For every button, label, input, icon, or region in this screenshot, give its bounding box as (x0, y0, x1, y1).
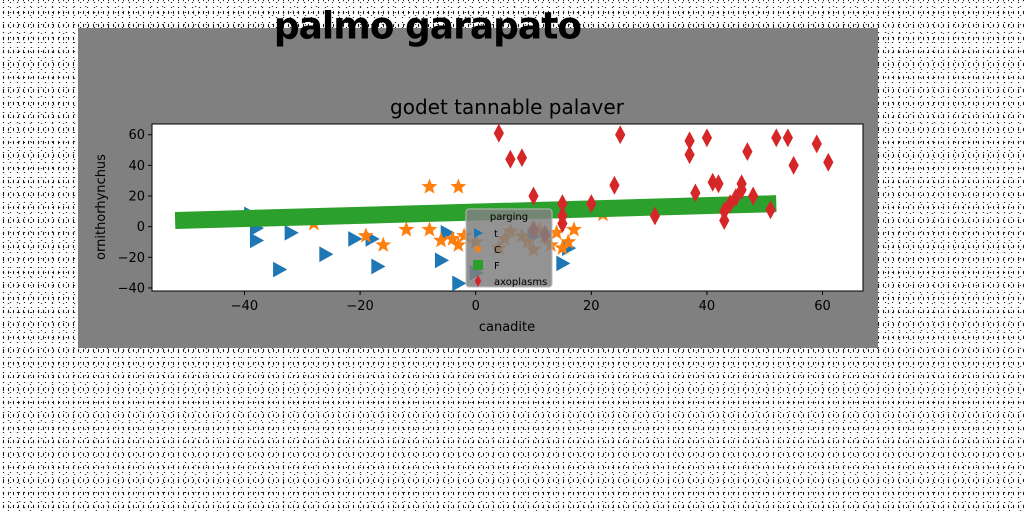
data-point-C-0 (421, 178, 438, 194)
data-point-C-22 (560, 233, 577, 249)
legend-label-t: t (494, 229, 498, 240)
y-tick-label: 0 (137, 220, 145, 235)
y-tick-label: −20 (118, 251, 145, 266)
y-tick-label: 20 (128, 190, 145, 205)
data-point-t-12 (556, 255, 571, 272)
data-point-axoplasms-2 (516, 148, 528, 168)
data-point-axoplasms-14 (701, 128, 713, 148)
data-point-C-8 (450, 236, 467, 252)
data-point-t-6 (348, 231, 363, 247)
data-layer (174, 123, 834, 292)
data-point-axoplasms-3 (528, 186, 539, 206)
data-point-t-8 (371, 258, 386, 275)
data-point-axoplasms-6 (557, 214, 568, 234)
x-tick-label: 60 (814, 299, 831, 314)
data-point-axoplasms-29 (811, 134, 822, 154)
figure-suptitle: palmo garapato (273, 4, 582, 49)
legend-marker-C (473, 244, 483, 253)
data-point-C-2 (357, 227, 374, 243)
y-tick-label: −40 (118, 281, 145, 296)
data-point-C-5 (421, 221, 438, 237)
data-point-axoplasms-20 (730, 188, 741, 207)
y-axis-label: ornithorhynchus (94, 154, 109, 260)
data-point-axoplasms-18 (719, 201, 730, 221)
x-tick-label: −40 (231, 299, 258, 314)
data-point-axoplasms-26 (771, 128, 782, 148)
data-point-axoplasms-9 (615, 125, 626, 145)
data-point-t-4 (284, 224, 299, 241)
data-point-axoplasms-0 (493, 123, 504, 143)
legend-marker-t (474, 228, 483, 238)
legend-box (465, 208, 553, 288)
x-tick-label: 40 (699, 299, 716, 314)
legend-marker-F (473, 260, 483, 270)
data-point-C-4 (398, 221, 415, 237)
data-point-t-11 (452, 275, 467, 292)
x-tick-label: 20 (583, 299, 600, 314)
data-point-axoplasms-30 (823, 152, 834, 172)
data-point-C-1 (450, 178, 467, 194)
data-point-axoplasms-16 (713, 174, 724, 194)
data-point-C-3 (375, 236, 392, 252)
legend-label-axoplasms: axoplasms (494, 277, 547, 288)
data-point-axoplasms-1 (505, 149, 516, 169)
data-point-axoplasms-13 (690, 183, 701, 203)
legend-label-F: F (494, 261, 500, 272)
data-point-t-3 (273, 261, 288, 278)
data-point-axoplasms-27 (782, 128, 793, 148)
legend-marker-axoplasms (474, 275, 482, 287)
y-tick-label: 60 (128, 128, 145, 143)
data-point-axoplasms-24 (748, 186, 759, 206)
data-point-axoplasms-8 (609, 175, 620, 195)
y-tick-label: 40 (128, 159, 145, 174)
x-tick-label: 0 (472, 299, 480, 314)
data-point-C-7 (444, 230, 461, 246)
data-point-axoplasms-28 (788, 155, 799, 175)
data-point-C-23 (565, 221, 582, 237)
legend-label-C: C (494, 245, 501, 256)
data-point-C-6 (433, 231, 450, 248)
data-point-axoplasms-12 (684, 145, 695, 165)
data-point-t-2 (249, 232, 265, 249)
x-axis-label: canadite (479, 320, 535, 335)
data-point-axoplasms-10 (649, 206, 661, 226)
data-point-axoplasms-25 (765, 200, 776, 220)
data-point-t-5 (319, 246, 334, 263)
data-point-axoplasms-22 (736, 180, 747, 200)
data-point-axoplasms-23 (742, 142, 753, 162)
legend-title: parging (490, 212, 528, 223)
x-tick-label: −20 (346, 299, 373, 314)
data-point-axoplasms-7 (586, 194, 597, 214)
chart-title: godet tannable palaver (390, 95, 625, 119)
data-point-t-9 (434, 252, 450, 269)
axes-layer: −40 −20 0 20 40 60 −40 −20 0 20 40 60 (118, 128, 831, 314)
